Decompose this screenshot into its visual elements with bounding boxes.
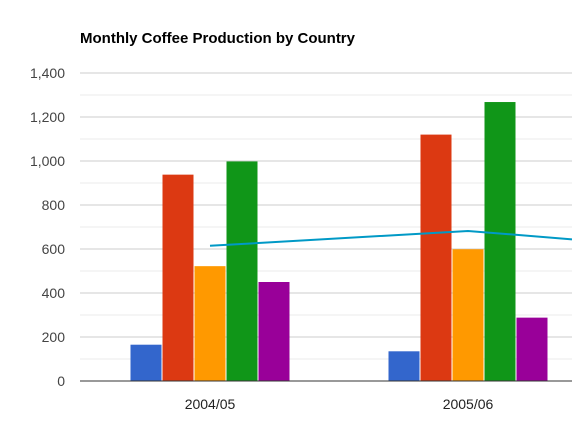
bar-papua-new-guinea-0[interactable] (226, 161, 258, 381)
bar-bolivia-1[interactable] (388, 351, 420, 381)
chart-title: Monthly Coffee Production by Country (80, 30, 355, 47)
y-tick-label: 1,200 (30, 109, 65, 125)
average-line-path[interactable] (209, 229, 572, 247)
bar-madagascar-1[interactable] (452, 249, 484, 381)
bar-madagascar-0[interactable] (194, 266, 226, 381)
bar-bolivia-0[interactable] (130, 344, 162, 381)
bar-rwanda-1[interactable] (516, 317, 548, 381)
y-tick-label: 800 (42, 197, 66, 213)
bar-papua-new-guinea-1[interactable] (484, 102, 516, 381)
y-tick-label: 0 (57, 373, 65, 389)
x-tick-label: 2005/06 (443, 396, 494, 412)
y-tick-label: 400 (42, 285, 66, 301)
bar-ecuador-1[interactable] (420, 134, 452, 381)
x-axis-ticks: 2004/05 2005/06 (185, 396, 494, 412)
average-line (209, 229, 572, 247)
bar-rwanda-0[interactable] (258, 282, 290, 381)
y-axis-ticks: 0 200 400 600 800 1,000 1,200 1,400 (30, 65, 65, 389)
y-tick-label: 1,000 (30, 153, 65, 169)
bars (130, 102, 548, 381)
x-tick-label: 2004/05 (185, 396, 236, 412)
bar-ecuador-0[interactable] (162, 174, 194, 381)
y-tick-label: 1,400 (30, 65, 65, 81)
y-tick-label: 200 (42, 329, 66, 345)
y-tick-label: 600 (42, 241, 66, 257)
